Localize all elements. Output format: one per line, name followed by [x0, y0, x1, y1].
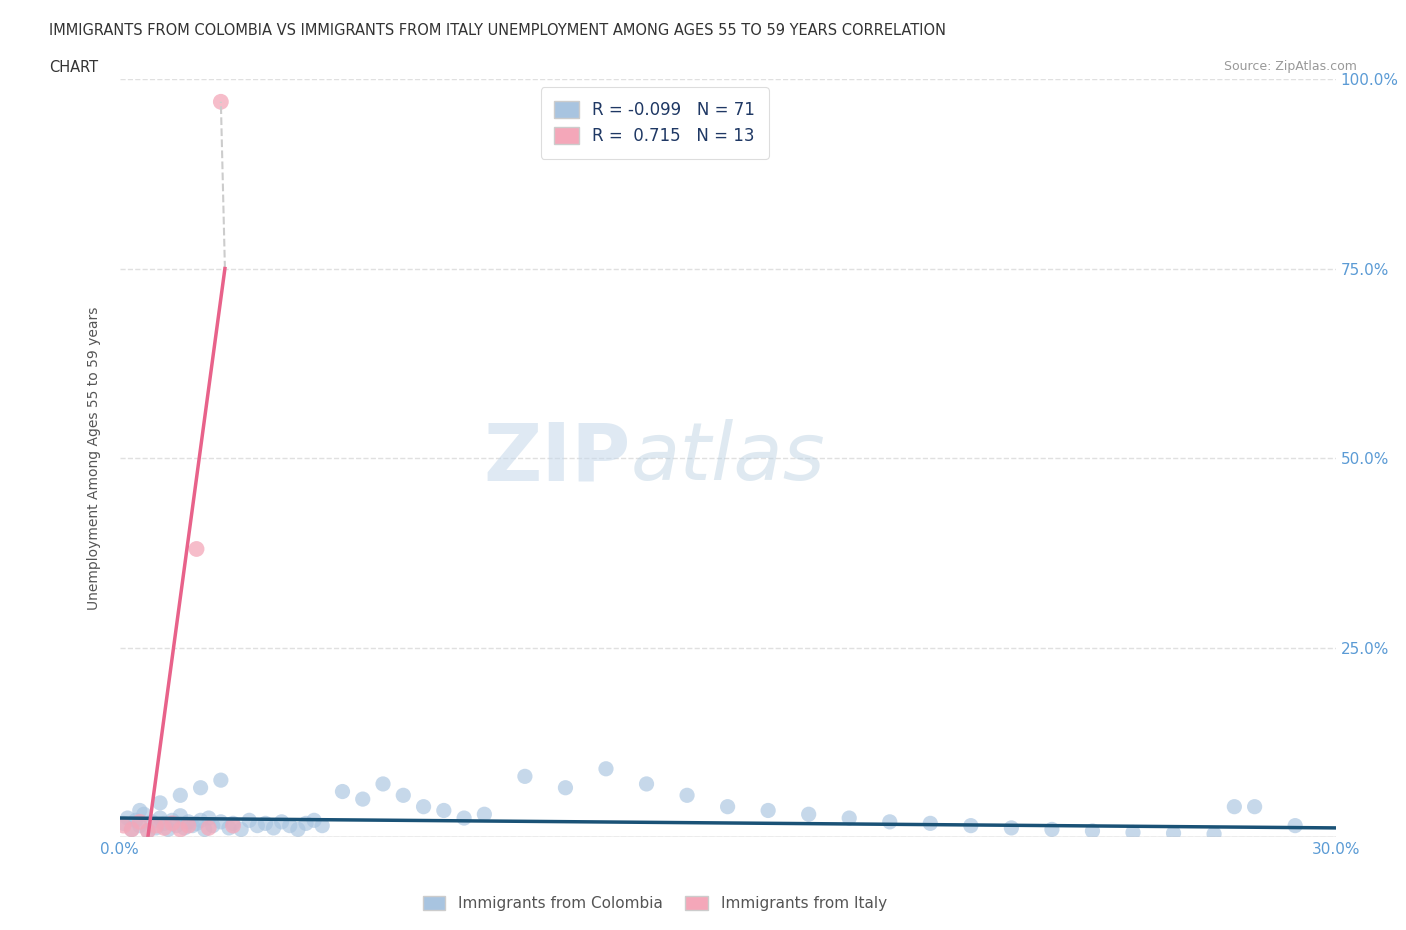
- Point: [121, 822, 143, 837]
- Point: [194, 822, 217, 837]
- Point: [128, 818, 150, 833]
- Point: [238, 813, 260, 828]
- Point: [169, 822, 191, 837]
- Point: [136, 823, 159, 838]
- Point: [132, 807, 155, 822]
- Point: [1284, 818, 1306, 833]
- Point: [157, 822, 180, 837]
- Text: atlas: atlas: [630, 419, 825, 497]
- Point: [1040, 822, 1063, 837]
- Point: [676, 788, 699, 803]
- Point: [181, 818, 204, 833]
- Point: [149, 811, 172, 826]
- Legend: Immigrants from Colombia, Immigrants from Italy: Immigrants from Colombia, Immigrants fro…: [416, 890, 893, 917]
- Point: [117, 811, 139, 826]
- Point: [125, 813, 148, 828]
- Point: [141, 815, 163, 830]
- Text: ZIP: ZIP: [484, 419, 630, 497]
- Point: [352, 791, 374, 806]
- Point: [287, 822, 309, 837]
- Point: [136, 823, 159, 838]
- Point: [392, 788, 415, 803]
- Point: [371, 777, 394, 791]
- Point: [960, 818, 983, 833]
- Point: [412, 799, 434, 814]
- Point: [513, 769, 536, 784]
- Point: [197, 820, 219, 835]
- Point: [201, 818, 224, 833]
- Point: [186, 541, 208, 556]
- Point: [231, 822, 253, 837]
- Point: [246, 818, 269, 833]
- Point: [173, 820, 195, 835]
- Text: IMMIGRANTS FROM COLOMBIA VS IMMIGRANTS FROM ITALY UNEMPLOYMENT AMONG AGES 55 TO : IMMIGRANTS FROM COLOMBIA VS IMMIGRANTS F…: [49, 23, 946, 38]
- Point: [636, 777, 658, 791]
- Point: [254, 816, 277, 830]
- Point: [595, 762, 617, 777]
- Point: [218, 820, 240, 835]
- Point: [263, 820, 285, 835]
- Point: [145, 818, 167, 833]
- Point: [153, 820, 176, 835]
- Text: CHART: CHART: [49, 60, 98, 75]
- Point: [879, 815, 901, 830]
- Point: [177, 815, 200, 830]
- Point: [717, 799, 740, 814]
- Point: [145, 820, 167, 835]
- Point: [160, 816, 183, 830]
- Y-axis label: Unemployment Among Ages 55 to 59 years: Unemployment Among Ages 55 to 59 years: [87, 306, 101, 610]
- Text: Source: ZipAtlas.com: Source: ZipAtlas.com: [1223, 60, 1357, 73]
- Point: [1081, 823, 1104, 838]
- Point: [554, 780, 576, 795]
- Point: [153, 816, 176, 830]
- Point: [165, 818, 187, 833]
- Point: [128, 815, 150, 830]
- Point: [209, 773, 232, 788]
- Point: [112, 818, 135, 833]
- Point: [222, 816, 245, 830]
- Point: [797, 807, 820, 822]
- Point: [169, 808, 191, 823]
- Point: [197, 811, 219, 826]
- Point: [160, 813, 183, 828]
- Point: [295, 816, 318, 830]
- Point: [433, 803, 456, 817]
- Point: [270, 815, 292, 830]
- Point: [838, 811, 860, 826]
- Point: [472, 807, 496, 822]
- Point: [209, 94, 232, 109]
- Point: [112, 816, 135, 830]
- Point: [332, 784, 354, 799]
- Point: [1000, 820, 1022, 835]
- Point: [302, 813, 325, 828]
- Point: [1122, 825, 1144, 840]
- Point: [222, 818, 245, 833]
- Point: [453, 811, 475, 826]
- Point: [177, 818, 200, 833]
- Point: [756, 803, 779, 817]
- Point: [186, 816, 208, 830]
- Point: [1223, 799, 1246, 814]
- Point: [311, 818, 333, 833]
- Point: [128, 803, 150, 817]
- Point: [1243, 799, 1265, 814]
- Point: [920, 816, 942, 830]
- Point: [1204, 827, 1226, 842]
- Point: [121, 822, 143, 837]
- Point: [190, 813, 212, 828]
- Point: [190, 780, 212, 795]
- Point: [209, 815, 232, 830]
- Point: [1163, 826, 1185, 841]
- Point: [278, 818, 301, 833]
- Point: [149, 795, 172, 810]
- Point: [169, 788, 191, 803]
